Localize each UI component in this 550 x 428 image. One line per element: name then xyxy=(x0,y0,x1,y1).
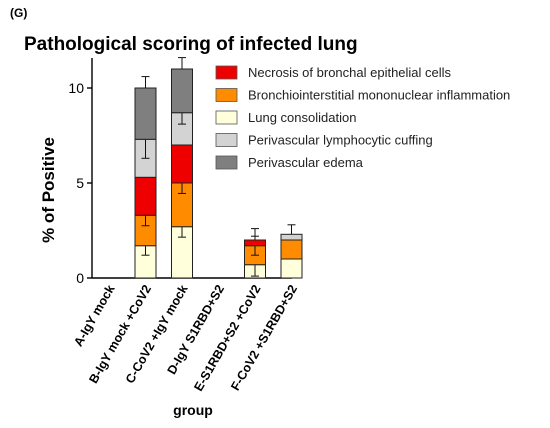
legend-swatch xyxy=(215,88,238,102)
legend-label: Lung consolidation xyxy=(248,110,356,125)
bar-segment xyxy=(171,144,193,184)
panel-label: (G) xyxy=(10,6,28,20)
bar-segment xyxy=(171,68,193,114)
legend-label: Perivascular edema xyxy=(248,155,364,170)
legend-swatch xyxy=(215,65,238,80)
category-label: F-CoV2 +S1RBD+S2 xyxy=(228,282,300,393)
bar-segment xyxy=(280,233,303,241)
category-label: E-S1RBD+S2 +CoV2 xyxy=(191,282,263,393)
legend-label: Necrosis of bronchal epithelial cells xyxy=(248,65,452,80)
chart-title: Pathological scoring of infected lung xyxy=(24,34,358,55)
bar-segment xyxy=(134,87,157,140)
y-tick-label: 10 xyxy=(68,80,84,96)
x-axis-title: group xyxy=(173,402,213,418)
legend-label: Bronchiointerstitial mononuclear inflamm… xyxy=(248,88,510,103)
legend-swatch xyxy=(215,110,238,125)
y-axis-title: % of Positive xyxy=(39,137,58,243)
legend: Necrosis of bronchal epithelial cells Bro… xyxy=(215,65,510,170)
bar-segment xyxy=(280,239,303,260)
bar-segment xyxy=(280,258,303,279)
legend-swatch xyxy=(215,133,238,147)
bar-segment xyxy=(134,176,157,216)
bar-segment xyxy=(244,239,266,247)
y-tick-label: 5 xyxy=(76,175,84,191)
legend-swatch xyxy=(215,155,238,170)
legend-label: Perivascular lymphocytic cuffing xyxy=(248,133,433,148)
y-tick-label: 0 xyxy=(76,270,84,286)
